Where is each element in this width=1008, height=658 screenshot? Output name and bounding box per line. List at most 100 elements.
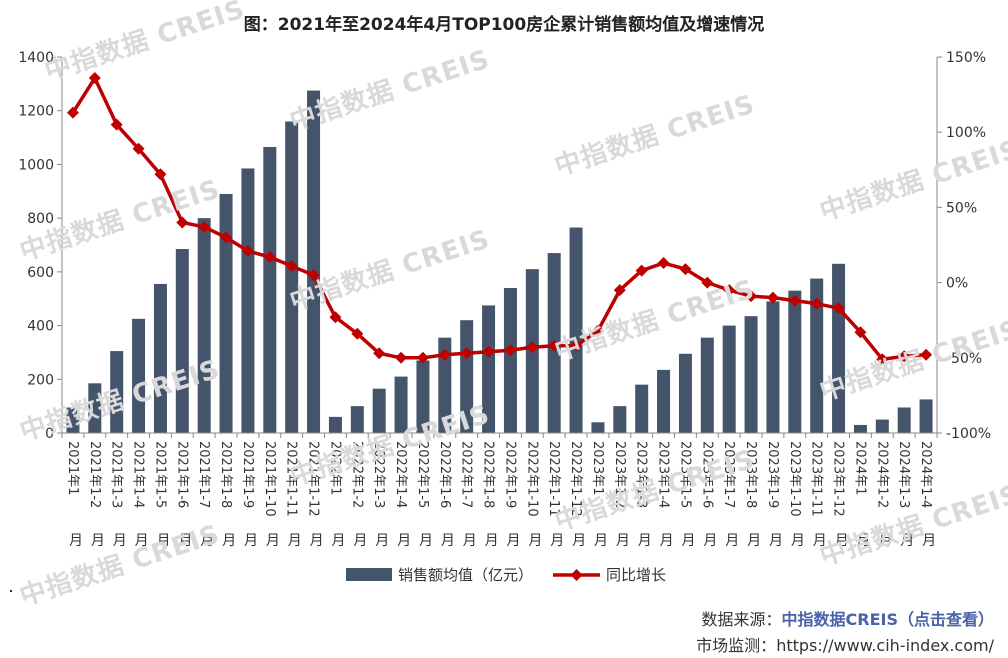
bar [482, 305, 496, 433]
growth-point [679, 263, 692, 276]
bar [241, 168, 255, 433]
bar [219, 193, 233, 433]
x-tick-label-suffix: 月 [550, 533, 564, 549]
growth-point [657, 257, 670, 270]
growth-point [876, 353, 889, 366]
x-tick-label: 2023年1-6 [699, 441, 714, 508]
x-tick-label-suffix: 月 [69, 533, 83, 549]
divider-dot [10, 590, 12, 592]
bar [394, 376, 408, 433]
x-tick-label-suffix: 月 [791, 533, 805, 549]
x-tick-label-suffix: 月 [900, 533, 914, 549]
monitor-line: 市场监测：https://www.cih-index.com/ [696, 632, 994, 656]
growth-point [241, 245, 254, 258]
x-tick-label-suffix: 月 [594, 533, 608, 549]
growth-point [745, 290, 758, 303]
growth-point [832, 302, 845, 315]
x-tick-label: 2023年1-11 [809, 441, 824, 517]
bar-layer [66, 90, 933, 434]
x-tick-label: 2022年1-3 [371, 441, 386, 508]
x-tick-label: 2021年1-12 [306, 441, 321, 517]
bar [328, 416, 342, 433]
y-right-tick-label: 100% [946, 125, 986, 141]
x-tick-label: 2024年1-3 [896, 441, 911, 508]
x-tick-label: 2022年1-2 [349, 441, 364, 508]
y-left-tick-label: 800 [27, 211, 54, 227]
growth-point [460, 347, 473, 360]
x-tick-label-suffix: 月 [156, 533, 170, 549]
y-left-tick-label: 600 [27, 265, 54, 281]
x-tick-label-suffix: 月 [856, 533, 870, 549]
x-tick-label: 2022年1-8 [481, 441, 496, 508]
x-tick-label-suffix: 月 [222, 533, 236, 549]
x-tick-label-suffix: 月 [747, 533, 761, 549]
x-tick-label: 2021年1-7 [196, 441, 211, 508]
growth-point [701, 276, 714, 289]
bar [438, 337, 452, 433]
x-tick-label: 2023年1-9 [765, 441, 780, 508]
bar [110, 351, 124, 433]
growth-point [591, 324, 604, 337]
bar [613, 406, 627, 433]
growth-point [88, 72, 101, 85]
growth-point [395, 351, 408, 364]
growth-point [438, 348, 451, 361]
bar [919, 399, 933, 433]
growth-point [613, 284, 626, 297]
bar [875, 419, 889, 433]
x-tick-label-suffix: 月 [310, 533, 324, 549]
legend-line-marker [570, 569, 583, 581]
x-tick-label-suffix: 月 [878, 533, 892, 549]
x-tick-label: 2023年1-10 [787, 441, 802, 517]
growth-point [548, 339, 561, 352]
x-tick-label: 2021年1-11 [284, 441, 299, 517]
x-tick-label-suffix: 月 [353, 533, 367, 549]
source-link[interactable]: 中指数据CREIS（点击查看） [781, 610, 994, 629]
growth-point [635, 264, 648, 277]
growth-point [373, 347, 386, 360]
bar [197, 218, 211, 433]
growth-point [351, 327, 364, 340]
x-tick-label: 2022年1 [327, 441, 342, 495]
y-right-tick-label: -50% [946, 351, 982, 367]
x-tick-label-suffix: 月 [572, 533, 586, 549]
x-tick-label: 2023年1-8 [743, 441, 758, 508]
legend-bar-label: 销售额均值（亿元） [398, 566, 533, 584]
bar [810, 278, 824, 433]
x-tick-label: 2022年1-11 [546, 441, 561, 517]
x-tick-label-suffix: 月 [506, 533, 520, 549]
bar [897, 407, 911, 433]
legend-bar-swatch [346, 568, 392, 581]
x-tick-label-suffix: 月 [485, 533, 499, 549]
x-tick-label: 2024年1-2 [874, 441, 889, 508]
y-left-tick-label: 1000 [18, 157, 54, 173]
bar [853, 424, 867, 433]
growth-point [285, 260, 298, 273]
monitor-url[interactable]: https://www.cih-index.com/ [776, 636, 994, 655]
x-tick-label: 2022年1-5 [415, 441, 430, 508]
bar [635, 384, 649, 433]
x-tick-label: 2022年1-12 [568, 441, 583, 517]
x-tick-label: 2021年1 [65, 441, 80, 495]
bar [832, 263, 846, 433]
growth-point [198, 220, 211, 233]
x-tick-label-suffix: 月 [113, 533, 127, 549]
bar [132, 318, 146, 433]
y-right-tick-label: 150% [946, 50, 986, 66]
x-tick-label-suffix: 月 [703, 533, 717, 549]
bar [766, 301, 780, 433]
bar [66, 407, 80, 433]
growth-point [329, 311, 342, 324]
growth-point [810, 297, 823, 310]
bar [657, 369, 671, 433]
x-tick-label: 2021年1-4 [131, 441, 146, 508]
x-tick-label-suffix: 月 [397, 533, 411, 549]
growth-point [132, 142, 145, 155]
x-tick-label-suffix: 月 [91, 533, 105, 549]
bar [307, 90, 321, 434]
bar [788, 290, 802, 433]
x-tick-label-suffix: 月 [244, 533, 258, 549]
x-tick-label-suffix: 月 [463, 533, 477, 549]
x-tick-label: 2023年1-4 [656, 441, 671, 508]
y-left-tick-label: 200 [27, 372, 54, 388]
